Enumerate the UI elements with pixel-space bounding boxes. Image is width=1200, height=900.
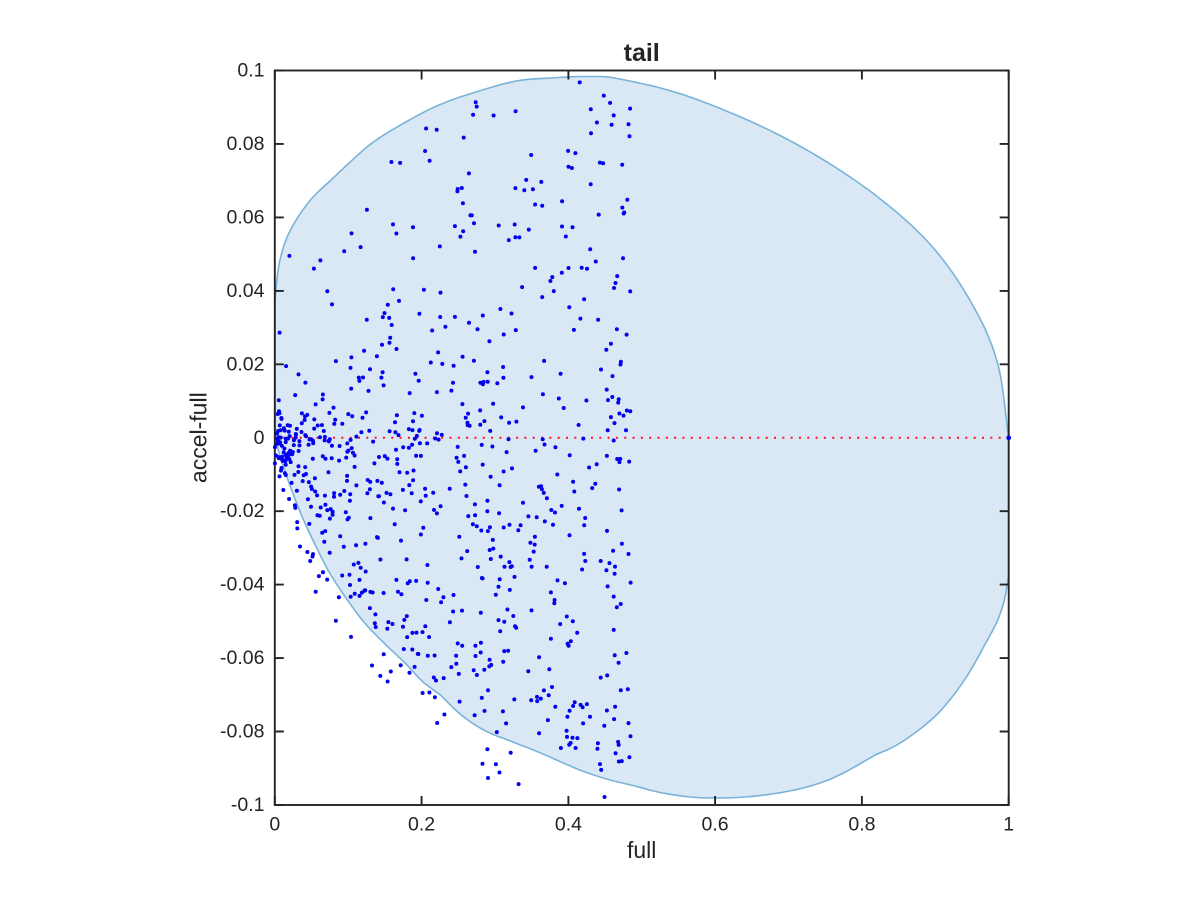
svg-text:-0.06: -0.06: [220, 647, 264, 669]
svg-text:accel-full: accel-full: [186, 392, 212, 483]
svg-text:-0.02: -0.02: [220, 500, 264, 522]
svg-text:0.2: 0.2: [408, 813, 435, 835]
svg-text:0: 0: [254, 427, 265, 449]
svg-text:0.4: 0.4: [555, 813, 582, 835]
svg-text:0.08: 0.08: [227, 133, 265, 155]
svg-text:0: 0: [269, 813, 280, 835]
svg-text:0.1: 0.1: [237, 60, 264, 82]
svg-text:0.02: 0.02: [227, 353, 265, 375]
svg-text:0.8: 0.8: [848, 813, 875, 835]
svg-text:-0.1: -0.1: [231, 794, 265, 816]
svg-text:full: full: [627, 837, 656, 863]
svg-text:0.6: 0.6: [702, 813, 729, 835]
svg-text:0.06: 0.06: [227, 206, 265, 228]
svg-text:-0.04: -0.04: [220, 574, 265, 596]
svg-text:tail: tail: [624, 39, 660, 67]
svg-text:-0.08: -0.08: [220, 721, 264, 743]
svg-text:1: 1: [1003, 813, 1014, 835]
svg-text:0.04: 0.04: [227, 280, 265, 302]
